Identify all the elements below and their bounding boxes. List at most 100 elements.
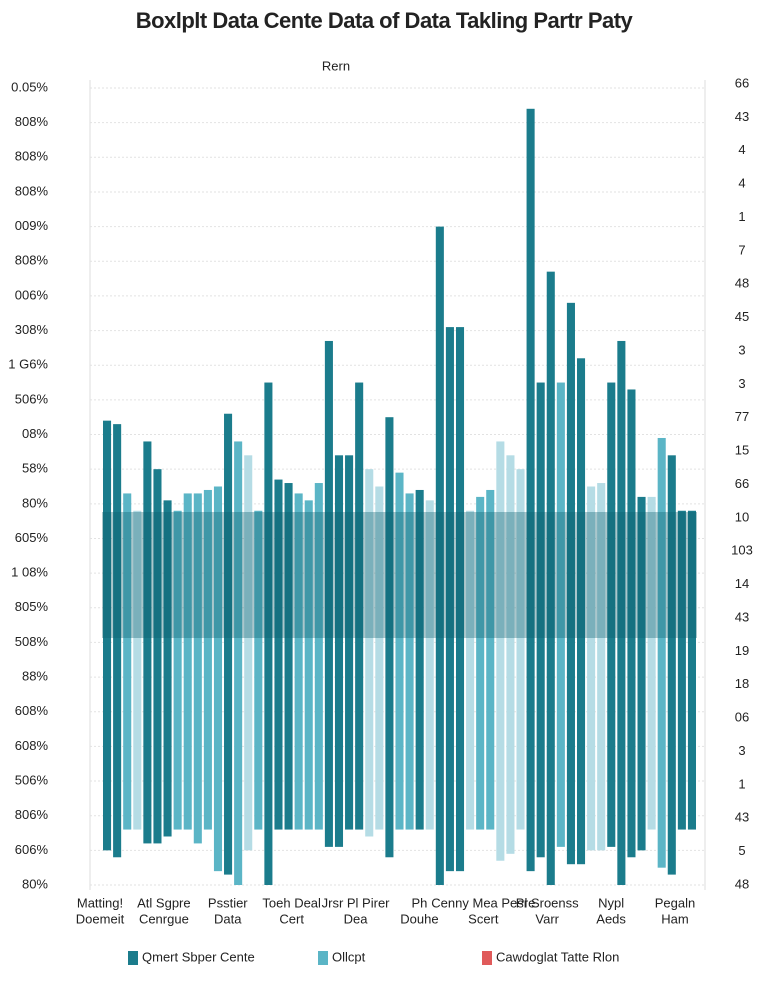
- right-label: 10: [735, 509, 749, 524]
- y-tick-label: 1 08%: [11, 565, 48, 580]
- right-label: 3: [738, 342, 745, 357]
- bar: [183, 493, 192, 830]
- y-tick-label: 80%: [22, 495, 48, 510]
- y-tick-label: 808%: [15, 149, 49, 164]
- bar: [264, 382, 273, 885]
- bar: [345, 455, 354, 830]
- right-label: 15: [735, 443, 749, 458]
- right-label: 5: [738, 843, 745, 858]
- bar: [536, 382, 545, 858]
- y-tick-label: 808%: [15, 253, 49, 268]
- bar: [425, 500, 434, 830]
- right-label: 3: [738, 376, 745, 391]
- y-tick-label: 308%: [15, 322, 49, 337]
- bar: [466, 510, 475, 830]
- right-label: 18: [735, 676, 749, 691]
- bar: [224, 413, 233, 875]
- bar: [143, 441, 152, 844]
- bar: [445, 327, 454, 872]
- x-tick-label: Cert: [279, 911, 304, 926]
- x-tick-label: Jrsr Pl Pirer: [322, 895, 391, 910]
- y-tick-label: 608%: [15, 738, 49, 753]
- bar: [576, 358, 586, 865]
- bar: [133, 510, 142, 830]
- y-tick-label: 606%: [15, 842, 49, 857]
- y-tick-label: 605%: [15, 530, 49, 545]
- bar: [234, 441, 243, 885]
- bar: [587, 486, 596, 851]
- y-tick-label: 806%: [15, 807, 49, 822]
- right-label: 43: [735, 810, 749, 825]
- x-tick-label: Douhe: [400, 911, 438, 926]
- right-label: 66: [735, 75, 749, 90]
- bar: [334, 455, 344, 847]
- bar: [324, 340, 333, 847]
- y-tick-label: 08%: [22, 426, 48, 441]
- bar: [486, 489, 495, 830]
- bar: [395, 472, 404, 830]
- x-tick-label: Pl Sroenss: [516, 895, 579, 910]
- bar: [506, 455, 515, 854]
- bar: [415, 489, 424, 830]
- bar: [556, 382, 565, 847]
- bar: [123, 493, 132, 830]
- x-tick-label: Cenrgue: [139, 911, 189, 926]
- bar: [365, 469, 374, 837]
- y-tick-label: 508%: [15, 634, 49, 649]
- legend-swatch: [318, 951, 328, 965]
- bar: [516, 469, 525, 830]
- bar: [304, 500, 313, 830]
- x-tick-label: Ph: [411, 895, 427, 910]
- bar: [496, 441, 505, 861]
- bar: [637, 496, 646, 851]
- x-tick-label: Ham: [661, 911, 688, 926]
- right-label: 19: [735, 643, 749, 658]
- y-tick-label: 58%: [22, 461, 48, 476]
- y-tick-label: 88%: [22, 669, 48, 684]
- y-tick-label: 506%: [15, 772, 49, 787]
- bar: [455, 327, 465, 872]
- right-label: 7: [738, 242, 745, 257]
- x-tick-label: Data: [214, 911, 242, 926]
- right-label: 48: [735, 276, 749, 291]
- bar: [647, 496, 656, 830]
- y-tick-label: 808%: [15, 183, 49, 198]
- legend-label: Cawdoglat Tatte Rlon: [496, 949, 619, 964]
- y-tick-label: 805%: [15, 599, 49, 614]
- y-tick-label: 006%: [15, 287, 49, 302]
- bar: [193, 493, 202, 844]
- bar: [687, 510, 696, 830]
- bar: [385, 417, 394, 858]
- right-label: 06: [735, 710, 749, 725]
- chart-title: Boxlplt Data Cente Data of Data Takling …: [136, 8, 634, 33]
- right-label: 45: [735, 309, 749, 324]
- bar: [173, 510, 182, 830]
- legend-label: Ollcpt: [332, 949, 366, 964]
- right-label: 77: [735, 409, 749, 424]
- chart-subtitle: Rern: [322, 58, 350, 73]
- bar: [284, 483, 293, 830]
- bar: [546, 271, 555, 886]
- legend-swatch: [482, 951, 492, 965]
- x-tick-label: Pegaln: [655, 895, 695, 910]
- bar: [103, 420, 112, 851]
- bar: [375, 486, 384, 830]
- legend-label: Qmert Sbper Cente: [142, 949, 255, 964]
- bar: [314, 483, 323, 830]
- right-label: 66: [735, 476, 749, 491]
- bar: [657, 437, 666, 868]
- bar: [355, 382, 364, 830]
- x-tick-label: Nypl: [598, 895, 624, 910]
- right-label: 1: [738, 776, 745, 791]
- bar: [163, 500, 172, 837]
- x-tick-label: Dea: [344, 911, 369, 926]
- bar: [405, 493, 414, 830]
- x-tick-label: Doemeit: [76, 911, 125, 926]
- x-tick-label: Aeds: [596, 911, 626, 926]
- y-tick-label: 0.05%: [11, 79, 48, 94]
- bar: [435, 226, 444, 885]
- bar: [254, 510, 263, 830]
- right-label: 3: [738, 743, 745, 758]
- bar: [566, 302, 575, 865]
- right-label: 43: [735, 109, 749, 124]
